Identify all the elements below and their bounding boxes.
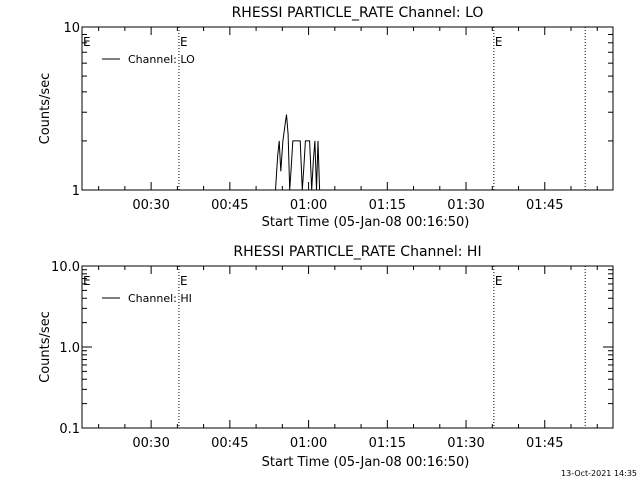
y-axis-label: Counts/sec [38, 73, 53, 145]
edge-marker-label: E [83, 274, 91, 288]
vertical-marker-label: E [180, 35, 188, 49]
vertical-marker-label: E [180, 274, 188, 288]
x-axis-label: Start Time (05-Jan-08 00:16:50) [262, 455, 470, 470]
x-tick-label: 00:30 [132, 198, 169, 213]
footer-timestamp: 13-Oct-2021 14:35 [561, 469, 637, 478]
y-tick-label: 10.0 [51, 260, 80, 275]
y-tick-label: 1.0 [59, 341, 80, 356]
chart-title: RHESSI PARTICLE_RATE Channel: LO [232, 5, 484, 21]
chart-title: RHESSI PARTICLE_RATE Channel: HI [233, 244, 481, 260]
series-line-channel-lo [275, 114, 321, 191]
x-tick-label: 01:15 [369, 198, 406, 213]
legend-entry: Channel: HI [128, 292, 192, 305]
y-tick-label: 10 [63, 21, 80, 36]
x-tick-label: 01:15 [369, 436, 406, 451]
panel-hi: RHESSI PARTICLE_RATE Channel: HI Counts/s… [38, 244, 614, 470]
y-tick-label: 1 [72, 184, 80, 199]
x-tick-label: 00:30 [132, 436, 169, 451]
panel-lo: RHESSI PARTICLE_RATE Channel: LO Counts/s… [38, 5, 614, 230]
x-tick-label: 01:45 [526, 198, 563, 213]
x-tick-label: 01:30 [447, 198, 484, 213]
vertical-marker-label: E [495, 35, 503, 49]
y-axis-label: Counts/sec [38, 311, 53, 383]
x-axis-label: Start Time (05-Jan-08 00:16:50) [262, 215, 470, 230]
vertical-marker-label: E [495, 274, 503, 288]
legend-entry: Channel: LO [128, 53, 195, 66]
x-tick-label: 00:45 [211, 198, 248, 213]
plot-frame [81, 26, 614, 191]
x-tick-label: 00:45 [211, 436, 248, 451]
plot-frame [81, 265, 614, 429]
y-tick-label: 0.1 [59, 422, 80, 437]
x-tick-label: 01:45 [526, 436, 563, 451]
x-tick-label: 01:00 [290, 198, 327, 213]
edge-marker-label: E [83, 35, 91, 49]
x-tick-label: 01:30 [447, 436, 484, 451]
x-tick-label: 01:00 [290, 436, 327, 451]
